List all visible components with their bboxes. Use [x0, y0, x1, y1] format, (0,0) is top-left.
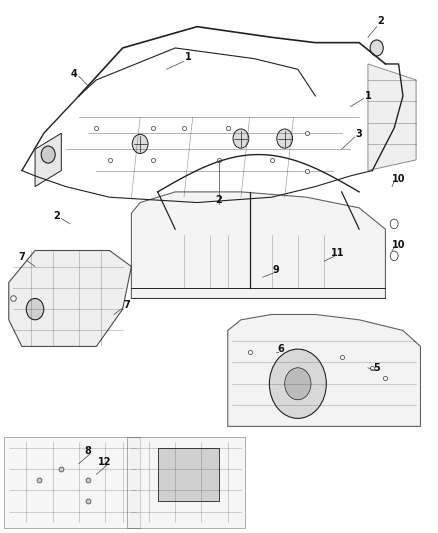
Circle shape	[26, 298, 44, 320]
Polygon shape	[127, 437, 245, 528]
Polygon shape	[9, 251, 131, 346]
Text: 7: 7	[124, 301, 131, 310]
Text: 2: 2	[378, 17, 385, 26]
Text: 2: 2	[215, 195, 223, 205]
Text: 1: 1	[185, 52, 192, 62]
Text: 12: 12	[99, 457, 112, 467]
Circle shape	[277, 129, 293, 148]
Text: 9: 9	[272, 265, 279, 275]
Circle shape	[269, 349, 326, 418]
Bar	[158, 448, 219, 501]
Circle shape	[41, 146, 55, 163]
Circle shape	[132, 134, 148, 154]
Polygon shape	[4, 437, 140, 528]
Polygon shape	[228, 314, 420, 426]
Circle shape	[370, 40, 383, 56]
Text: 4: 4	[71, 69, 78, 78]
Text: 7: 7	[18, 253, 25, 262]
Polygon shape	[131, 192, 385, 298]
Text: 10: 10	[392, 174, 405, 183]
Text: 5: 5	[373, 363, 380, 373]
Text: 6: 6	[277, 344, 284, 354]
Text: 8: 8	[84, 447, 91, 456]
Polygon shape	[35, 133, 61, 187]
Circle shape	[285, 368, 311, 400]
Text: 10: 10	[392, 240, 405, 250]
Polygon shape	[368, 64, 416, 171]
Text: 11: 11	[331, 248, 344, 258]
Text: 2: 2	[53, 211, 60, 221]
Circle shape	[233, 129, 249, 148]
Text: 1: 1	[364, 91, 371, 101]
Text: 3: 3	[356, 130, 363, 139]
